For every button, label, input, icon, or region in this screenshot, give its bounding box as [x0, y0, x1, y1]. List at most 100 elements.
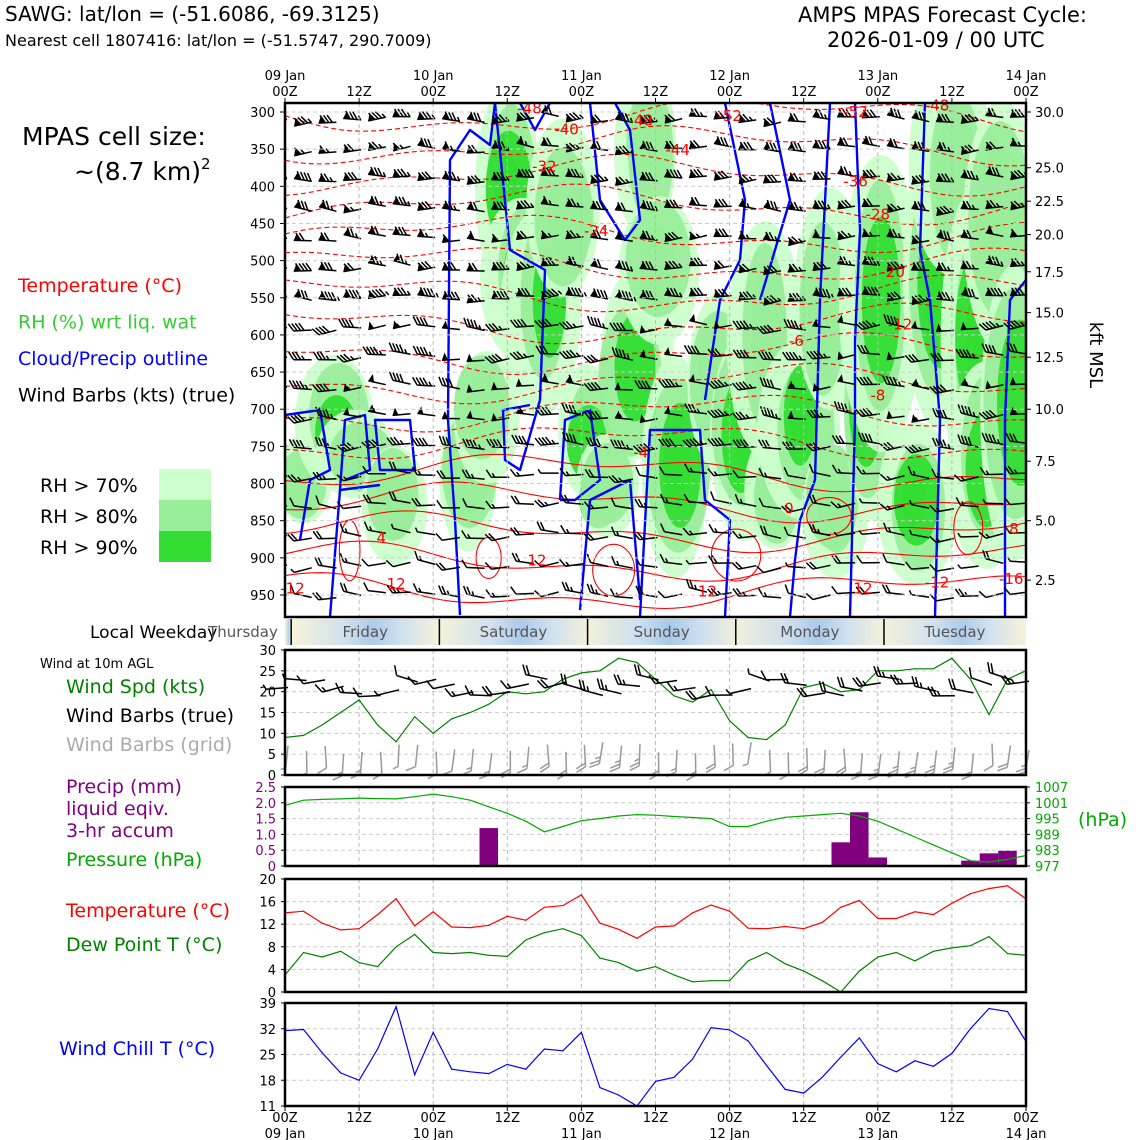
- upper-wind-barb: [738, 198, 757, 210]
- barb-flag: [271, 198, 277, 206]
- date-tick-label: 09 Jan: [265, 69, 306, 84]
- y-tick-label: 0: [268, 986, 276, 1001]
- barb-half-flag: [565, 471, 570, 476]
- barb-half-flag: [654, 678, 660, 684]
- barb-flag: [893, 261, 902, 269]
- barb-flag: [393, 665, 398, 676]
- legend-item: Wind Barbs (kts) (true): [18, 385, 235, 407]
- upper-wind-barb: [610, 497, 633, 510]
- barb-half-flag: [947, 146, 951, 152]
- barb-flag: [842, 137, 849, 147]
- barb-pennant: [713, 111, 720, 119]
- barb-flag: [569, 229, 577, 238]
- barb-flag: [590, 114, 598, 123]
- windchill-line-point: [988, 1007, 990, 1010]
- barb-flag: [491, 354, 500, 362]
- barb-flag: [473, 112, 478, 122]
- upper-wind-barb: [586, 315, 609, 330]
- upper-wind-barb: [882, 375, 905, 388]
- barb-pennant: [293, 263, 300, 272]
- barb-flag: [316, 530, 323, 540]
- barb-pennant: [368, 404, 375, 413]
- upper-wind-barb: [713, 260, 732, 271]
- barb-flag: [493, 438, 499, 448]
- barb-flag: [520, 318, 528, 327]
- dewpoint-line-point: [636, 970, 638, 972]
- upper-wind-barb: [318, 290, 341, 302]
- temperature-line-point: [414, 925, 416, 927]
- upper-wind-barb: [935, 113, 954, 124]
- time-tick-label: 00Z: [569, 1111, 595, 1126]
- barb-flag: [620, 202, 627, 212]
- upper-wind-barb: [732, 349, 757, 359]
- barb-pennant: [664, 347, 671, 355]
- dewpoint-line-point: [506, 955, 508, 958]
- barb-flag: [371, 141, 379, 149]
- barb-flag: [886, 262, 895, 270]
- barb-flag: [929, 504, 937, 513]
- y-tick-label: 10: [259, 727, 276, 742]
- windchill-line-point: [858, 1037, 860, 1039]
- barb-staff: [565, 205, 584, 208]
- barb-half-flag: [886, 475, 891, 480]
- barb-pennant: [837, 374, 844, 383]
- barb-flag: [496, 171, 503, 181]
- upper-wind-barb: [491, 381, 510, 391]
- windchill-line-point: [766, 1064, 768, 1067]
- barb-flag: [713, 171, 722, 180]
- barb-flag: [673, 169, 679, 179]
- barb-flag: [886, 204, 895, 212]
- cloud-outline: [328, 483, 381, 617]
- barb-half-flag: [746, 202, 750, 208]
- barb-half-flag: [826, 204, 831, 209]
- wind-speed-line-point: [932, 668, 934, 670]
- dewpoint-line-point: [543, 932, 545, 934]
- barb-pennant: [689, 140, 695, 149]
- barb-half-flag: [407, 201, 411, 206]
- barb-flag: [524, 168, 531, 178]
- time-tick-label: 00Z: [1013, 1111, 1039, 1126]
- barb-staff: [343, 233, 362, 240]
- barb-pennant: [466, 176, 473, 185]
- barb-flag: [585, 436, 591, 446]
- pressure-line-point: [469, 799, 471, 801]
- wind-speed-line-point: [469, 711, 471, 714]
- barb-flag: [1017, 169, 1025, 178]
- upper-wind-barb: [960, 287, 979, 300]
- barb-staff: [689, 234, 708, 241]
- barb-flag: [696, 287, 704, 296]
- barb-staff: [368, 324, 386, 331]
- barb-flag: [566, 230, 574, 239]
- barb-flag: [665, 438, 672, 447]
- barb-flag: [937, 173, 944, 182]
- barb-half-flag: [748, 383, 753, 389]
- barb-staff: [985, 172, 1004, 178]
- barb-staff: [491, 238, 510, 243]
- barb-flag: [783, 673, 790, 684]
- surface-wind-barb-true: [578, 679, 604, 697]
- barb-pennant: [269, 198, 276, 207]
- temperature-line-point: [691, 912, 694, 914]
- upper-wind-barb: [392, 108, 411, 118]
- pressure-line-point: [506, 812, 508, 814]
- barb-flag: [689, 169, 697, 178]
- rh-shade: [465, 370, 502, 446]
- upper-wind-barb: [466, 111, 485, 124]
- barb-staff: [284, 677, 307, 682]
- barb-flag: [1007, 465, 1015, 475]
- barb-pennant: [491, 172, 498, 180]
- barb-pennant: [368, 321, 375, 330]
- barb-flag: [714, 348, 722, 357]
- barb-flag: [322, 383, 330, 392]
- barb-flag: [937, 352, 944, 361]
- upper-wind-barb: [639, 114, 658, 125]
- barb-flag: [858, 321, 867, 330]
- upper-wind-barb: [713, 228, 732, 238]
- barb-flag: [534, 320, 542, 328]
- barb-flag: [559, 558, 567, 567]
- barb-flag: [692, 437, 701, 446]
- barb-flag: [911, 235, 919, 244]
- barb-staff: [541, 561, 559, 568]
- pressure-tick-label: 850: [250, 515, 275, 530]
- barb-flag: [425, 110, 432, 120]
